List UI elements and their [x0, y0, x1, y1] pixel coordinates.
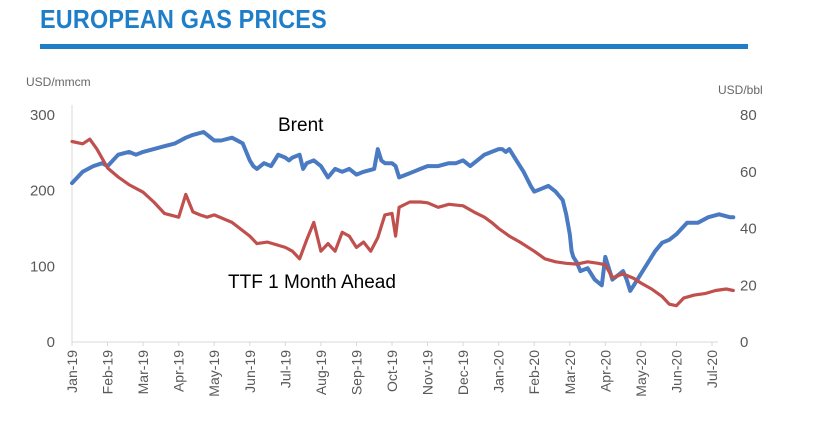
x-tick-label: Feb-19 — [100, 350, 116, 395]
x-tick-label: Jan-19 — [64, 350, 80, 393]
x-tick-label: Apr-19 — [171, 350, 187, 392]
x-tick-label: May-19 — [206, 350, 222, 397]
right-tick-label: 0 — [740, 334, 748, 351]
x-tick-label: Jul-20 — [704, 350, 720, 388]
right-axis-unit: USD/bbl — [718, 83, 763, 97]
right-tick-label: 60 — [740, 164, 757, 181]
left-tick-label: 300 — [30, 107, 55, 124]
x-tick-label: May-20 — [633, 350, 649, 397]
x-tick-label: Jan-20 — [491, 350, 507, 393]
ttf-line — [70, 137, 735, 308]
x-tick-label: Sep-19 — [348, 350, 364, 395]
x-tick-label: Nov-19 — [420, 350, 436, 395]
left-tick-label: 0 — [47, 334, 55, 351]
x-tick-label: Mar-19 — [135, 350, 151, 395]
left-tick-label: 100 — [30, 258, 55, 275]
x-tick-label: Oct-19 — [384, 350, 400, 392]
x-tick-label: Dec-19 — [455, 350, 471, 395]
x-tick-label: Aug-19 — [313, 350, 329, 395]
left-tick-label: 200 — [30, 183, 55, 200]
left-axis-unit: USD/mmcm — [26, 75, 91, 89]
right-tick-label: 40 — [740, 221, 757, 238]
right-tick-label: 80 — [740, 107, 757, 124]
x-tick-label: Feb-20 — [526, 350, 542, 395]
chart-title: EUROPEAN GAS PRICES — [40, 4, 327, 34]
x-tick-label: Jun-19 — [242, 350, 258, 393]
x-tick-label: Mar-20 — [562, 350, 578, 395]
ttf-annotation: TTF 1 Month Ahead — [228, 272, 396, 293]
brent-line — [70, 130, 736, 293]
x-tick-label: Jun-20 — [668, 350, 684, 393]
x-tick-label: Jul-19 — [277, 350, 293, 388]
x-tick-label: Apr-20 — [597, 350, 613, 392]
title-underline — [40, 44, 748, 49]
brent-annotation: Brent — [278, 115, 324, 136]
right-tick-label: 20 — [740, 277, 757, 294]
